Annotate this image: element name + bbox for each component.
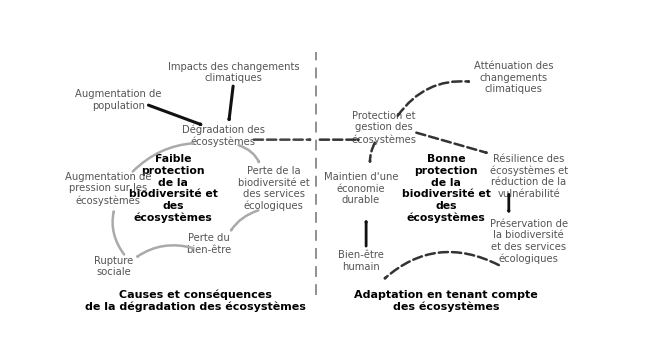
Text: Bonne
protection
de la
biodiversité et
des
écosystèmes: Bonne protection de la biodiversité et d… bbox=[402, 154, 491, 223]
FancyArrowPatch shape bbox=[238, 145, 259, 162]
Text: Perte du
bien-être: Perte du bien-être bbox=[186, 233, 231, 255]
Text: Dégradation des
écosystèmes: Dégradation des écosystèmes bbox=[182, 125, 265, 147]
FancyArrowPatch shape bbox=[254, 139, 310, 140]
FancyArrowPatch shape bbox=[138, 245, 193, 257]
Text: Perte de la
biodiversité et
des services
écologiques: Perte de la biodiversité et des services… bbox=[238, 166, 309, 211]
Text: Adaptation en tenant compte
des écosystèmes: Adaptation en tenant compte des écosystè… bbox=[355, 290, 538, 312]
FancyArrowPatch shape bbox=[398, 81, 469, 116]
Text: Causes et conséquences
de la dégradation des écosystèmes: Causes et conséquences de la dégradation… bbox=[85, 289, 306, 312]
FancyArrowPatch shape bbox=[417, 133, 486, 153]
Text: Maintien d'une
économie
durable: Maintien d'une économie durable bbox=[324, 172, 399, 205]
FancyArrowPatch shape bbox=[112, 212, 124, 255]
Text: Impacts des changements
climatiques: Impacts des changements climatiques bbox=[167, 62, 299, 83]
FancyArrowPatch shape bbox=[133, 143, 193, 171]
Text: Augmentation de
pression sur les
écosystèmes: Augmentation de pression sur les écosyst… bbox=[65, 172, 152, 206]
FancyArrowPatch shape bbox=[229, 86, 233, 120]
Text: Atténuation des
changements
climatiques: Atténuation des changements climatiques bbox=[474, 61, 554, 94]
Text: Bien-être
humain: Bien-être humain bbox=[338, 250, 384, 271]
FancyArrowPatch shape bbox=[370, 143, 375, 162]
Text: Augmentation de
population: Augmentation de population bbox=[75, 89, 162, 111]
FancyArrowPatch shape bbox=[231, 210, 258, 230]
Text: Préservation de
la biodiversité
et des services
écologiques: Préservation de la biodiversité et des s… bbox=[490, 219, 568, 264]
Text: Résilience des
écosystèmes et
réduction de la
vulnérabilité: Résilience des écosystèmes et réduction … bbox=[490, 154, 568, 199]
FancyArrowPatch shape bbox=[385, 252, 499, 278]
FancyArrowPatch shape bbox=[320, 139, 359, 140]
FancyArrowPatch shape bbox=[149, 105, 201, 125]
Text: Rupture
sociale: Rupture sociale bbox=[94, 256, 133, 277]
Text: Faible
protection
de la
biodiversité et
des
écosystèmes: Faible protection de la biodiversité et … bbox=[129, 154, 218, 223]
Text: Protection et
gestion des
écosystèmes: Protection et gestion des écosystèmes bbox=[351, 111, 416, 145]
